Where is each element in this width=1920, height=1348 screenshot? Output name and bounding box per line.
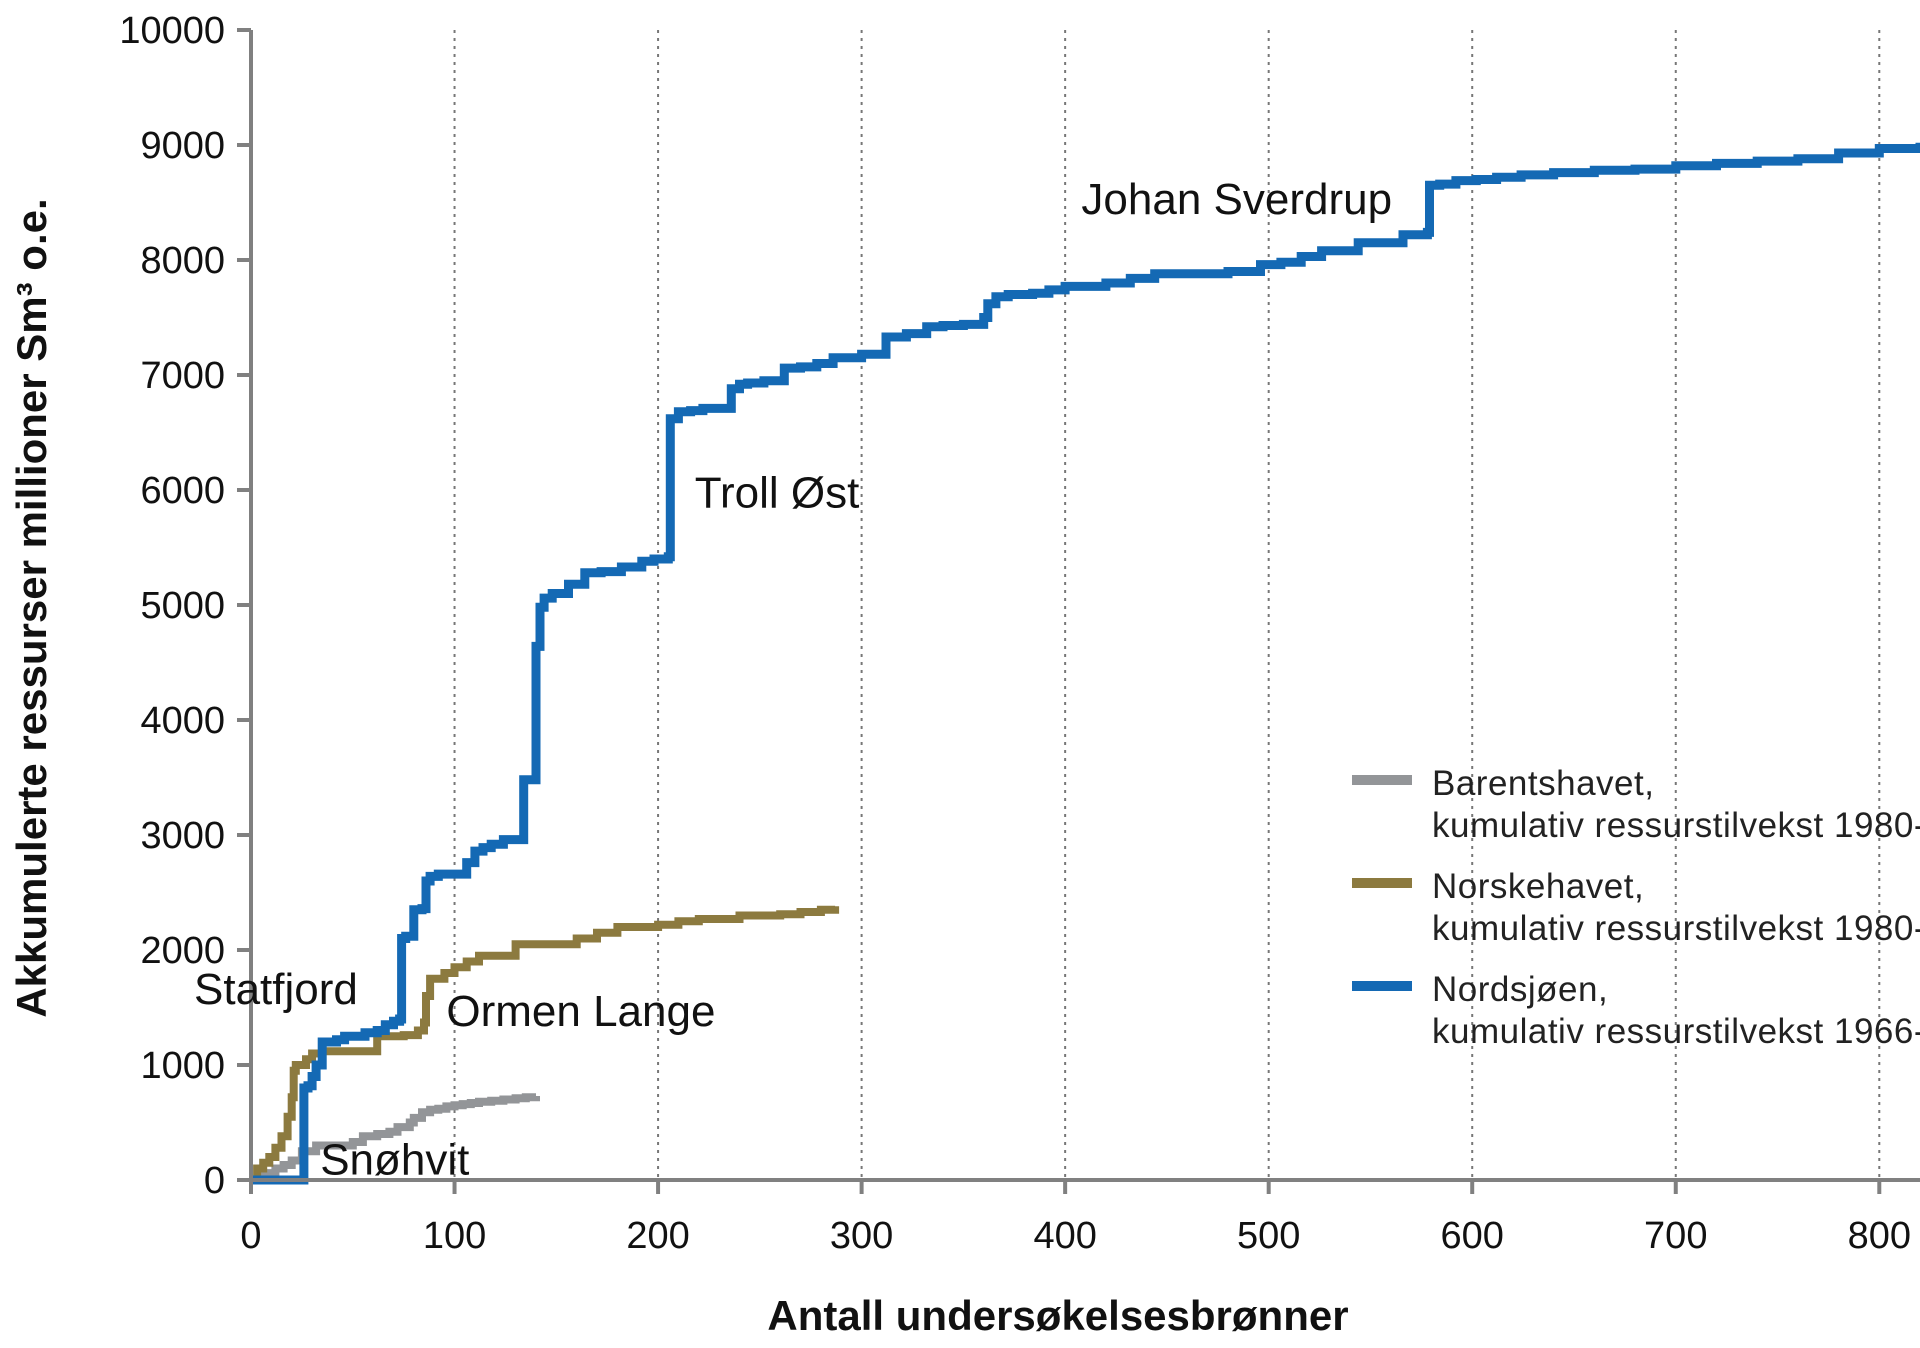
series-line-1 (251, 905, 840, 1184)
annotation-2: Statfjord (194, 965, 358, 1014)
legend-label-2-line1: Nordsjøen, (1432, 970, 1608, 1009)
legend-label-1-line2: kumulativ ressurstilvekst 1980-2023 (1432, 909, 1920, 948)
x-tick-label-800: 800 (1848, 1215, 1911, 1257)
annotation-1: Troll Øst (695, 468, 860, 517)
x-tick-label-500: 500 (1237, 1215, 1300, 1257)
y-tick-label-1000: 1000 (140, 1045, 225, 1087)
legend-label-0-line1: Barentshavet, (1432, 764, 1654, 803)
series-line-2 (251, 142, 1920, 1185)
x-tick-label-400: 400 (1033, 1215, 1096, 1257)
y-tick-label-0: 0 (204, 1160, 225, 1202)
field-annotations: Johan Sverdrup Troll Øst Statfjord Ormen La… (194, 175, 1392, 1184)
y-tick-label-2000: 2000 (140, 930, 225, 972)
y-tick-label-4000: 4000 (140, 700, 225, 742)
annotation-3: Ormen Lange (446, 987, 715, 1036)
legend-label-1-line1: Norskehavet, (1432, 867, 1644, 906)
annotation-4: Snøhvit (320, 1135, 469, 1184)
y-tick-label-10000: 10000 (119, 10, 225, 52)
series-line-0 (251, 1093, 540, 1184)
x-tick-label-300: 300 (830, 1215, 893, 1257)
x-tick-label-200: 200 (626, 1215, 689, 1257)
annotation-0: Johan Sverdrup (1081, 175, 1392, 224)
y-tick-label-8000: 8000 (140, 240, 225, 282)
legend-label-0-line2: kumulativ ressurstilvekst 1980-2023 (1432, 806, 1920, 845)
x-axis-title: Antall undersøkelsesbrønner (767, 1292, 1348, 1339)
series-lines (251, 142, 1920, 1185)
legend: Barentshavet,kumulativ ressurstilvekst 1… (1352, 764, 1920, 1051)
x-tick-label-0: 0 (240, 1215, 261, 1257)
legend-label-2-line2: kumulativ ressurstilvekst 1966-2023 (1432, 1012, 1920, 1051)
y-tick-label-7000: 7000 (140, 355, 225, 397)
axes: 0100020003000400050006000700080009000100… (119, 10, 1920, 1257)
x-tick-label-700: 700 (1644, 1215, 1707, 1257)
y-tick-label-9000: 9000 (140, 125, 225, 167)
y-tick-label-6000: 6000 (140, 470, 225, 512)
y-tick-label-3000: 3000 (140, 815, 225, 857)
x-tick-label-600: 600 (1441, 1215, 1504, 1257)
x-tick-label-100: 100 (423, 1215, 486, 1257)
y-tick-label-5000: 5000 (140, 585, 225, 627)
y-axis-title: Akkumulerte ressurser millioner Sm³ o.e. (8, 198, 55, 1017)
